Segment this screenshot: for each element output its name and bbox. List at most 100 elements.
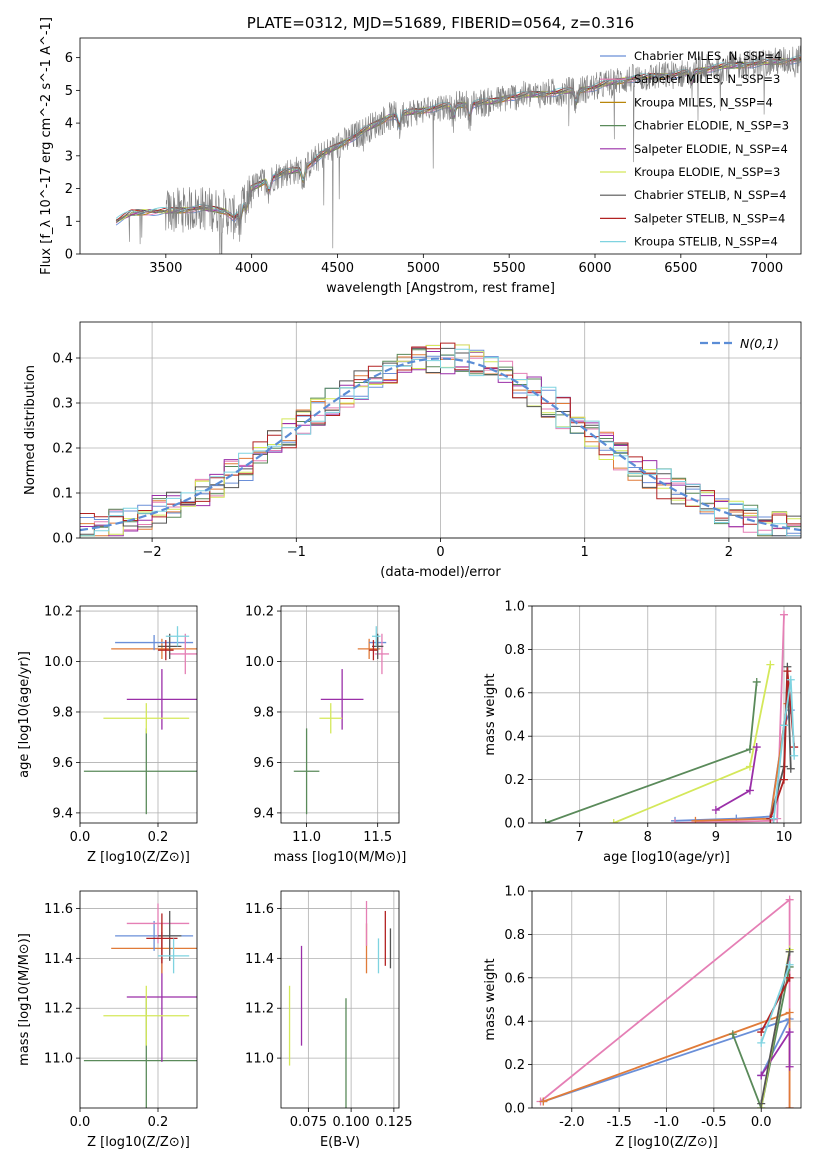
normal-reference-curve: [79, 357, 802, 532]
axes-frame: [531, 890, 802, 1109]
y-axis-label: mass [log10(M/M⊙)]: [17, 933, 32, 1066]
y-tick-label: 11.2: [44, 1002, 73, 1017]
axes-frame: [79, 37, 802, 255]
data-point: [374, 633, 390, 675]
data-point: [146, 913, 178, 964]
x-axis-label: Z [log10(Z/Z⊙)]: [615, 1135, 718, 1150]
weight-marker: [757, 1099, 766, 1108]
y-tick-label: 9.8: [253, 705, 274, 720]
x-tick-label: 7000: [750, 261, 783, 276]
weight-marker: [785, 1028, 794, 1037]
y-tick-label: 6: [65, 51, 73, 66]
x-tick-label: 5500: [493, 261, 526, 276]
x-tick-label: -1.5: [606, 1115, 631, 1130]
x-tick-label: 0.0: [70, 1115, 91, 1130]
x-tick-label: −1: [287, 545, 306, 560]
data-point: [371, 626, 381, 647]
weight-marker: [752, 677, 761, 686]
weight-marker: [609, 819, 618, 823]
y-tick-label: 9.4: [253, 806, 274, 821]
weight-marker: [766, 660, 775, 669]
legend-entry: Chabrier MILES, N_SSP=4: [634, 49, 781, 63]
x-tick-label: 5000: [407, 261, 440, 276]
y-tick-label: 11.6: [245, 902, 274, 917]
age-vs-Z-panel: 0.0 0.2 9.4 9.6 9.8 10.0 10.2 Z [log10(Z/Z⊙)] ag…: [17, 605, 198, 865]
legend-entry: Salpeter STELIB, N_SSP=4: [634, 211, 785, 225]
y-tick-label: 0.0: [52, 532, 73, 547]
x-tick-label: 10: [776, 830, 793, 845]
x-axis-label: (data-model)/error: [380, 565, 501, 580]
weight-marker: [785, 1062, 794, 1071]
axes-frame: [280, 890, 400, 1109]
axes-frame: [280, 605, 400, 824]
x-tick-label: 4000: [235, 261, 268, 276]
weight-marker: [728, 1030, 737, 1039]
y-tick-label: 11.2: [245, 1002, 274, 1017]
legend-entry: Kroupa STELIB, N_SSP=4: [634, 235, 778, 249]
y-tick-label: 0.4: [52, 352, 73, 367]
y-tick-label: 10.0: [44, 655, 73, 670]
x-tick-label: −2: [143, 545, 162, 560]
weight-marker: [541, 819, 550, 823]
x-tick-label: 2: [725, 545, 733, 560]
x-tick-label: 0.2: [148, 1115, 169, 1130]
data-point: [126, 903, 190, 944]
x-tick-label: 8: [644, 830, 652, 845]
chart-title: PLATE=0312, MJD=51689, FIBERID=0564, z=0…: [247, 14, 634, 32]
y-tick-label: 9.4: [52, 806, 73, 821]
y-axis-label: mass weight: [483, 673, 498, 755]
age-vs-mass-panel: 11.0 11.5 9.4 9.6 9.8 10.0 10.2 mass [log10(M/M…: [245, 605, 406, 865]
data-point: [83, 728, 197, 815]
weight-series-line: [760, 964, 791, 1044]
x-tick-label: 0.0: [751, 1115, 772, 1130]
residual-histogram: [80, 348, 801, 537]
x-tick-label: 6500: [664, 261, 697, 276]
spectrum-panel: 3500 4000 4500 5000 5500 6000 6500 7000 0 1 2 3 4 5 6 P…: [39, 14, 802, 296]
x-tick-label: -1.0: [654, 1115, 679, 1130]
weight-marker: [785, 1104, 794, 1108]
data-point: [158, 938, 190, 974]
x-tick-label: 0.075: [290, 1115, 327, 1130]
y-tick-label: 0.2: [504, 1058, 525, 1073]
y-tick-label: 11.4: [44, 952, 73, 967]
y-tick-label: 10.0: [245, 655, 274, 670]
x-axis-label: Z [log10(Z/Z⊙)]: [87, 850, 190, 865]
data-point: [319, 703, 343, 734]
axes-frame: [79, 321, 802, 539]
y-tick-label: 9.6: [52, 756, 73, 771]
x-axis-label: mass [log10(M/M⊙)]: [274, 850, 407, 865]
weight-marker: [785, 973, 794, 982]
weight-vs-age-panel: 7 8 9 10 0.0 0.2 0.4 0.6 0.8 1.0 age [log10(age/yr…: [483, 600, 802, 865]
legend-entry: Salpeter ELODIE, N_SSP=4: [634, 142, 788, 156]
legend-entry: Chabrier STELIB, N_SSP=4: [634, 188, 786, 202]
y-tick-label: 0: [65, 248, 73, 263]
y-tick-label: 0.8: [504, 928, 525, 943]
mass-vs-ebv-panel: 0.075 0.100 0.125 11.0 11.2 11.4 11.6 E(B-V): [245, 890, 412, 1150]
y-tick-label: 0.3: [52, 397, 73, 412]
x-tick-label: 4500: [321, 261, 354, 276]
y-tick-label: 0.4: [504, 730, 525, 745]
weight-marker: [757, 1038, 766, 1047]
data-point: [169, 633, 197, 675]
weight-marker: [790, 751, 799, 760]
x-tick-label: 1: [581, 545, 589, 560]
y-tick-label: 0.4: [504, 1015, 525, 1030]
weight-marker: [757, 1028, 766, 1037]
weight-marker: [783, 667, 792, 676]
weight-marker: [779, 721, 788, 730]
weight-marker: [786, 675, 795, 684]
y-tick-label: 1.0: [504, 600, 525, 615]
weight-marker: [779, 610, 788, 619]
weight-marker: [785, 960, 794, 969]
y-tick-label: 4: [65, 117, 73, 132]
data-point: [126, 669, 197, 730]
data-point: [103, 703, 190, 734]
axes-frame: [79, 890, 198, 1109]
y-tick-label: 1: [65, 215, 73, 230]
x-axis-label: age [log10(age/yr)]: [603, 850, 730, 865]
axes-frame: [531, 605, 802, 824]
weight-marker: [785, 947, 794, 956]
y-tick-label: 0.6: [504, 971, 525, 986]
y-tick-label: 5: [65, 84, 73, 99]
x-tick-label: 0.2: [148, 830, 169, 845]
